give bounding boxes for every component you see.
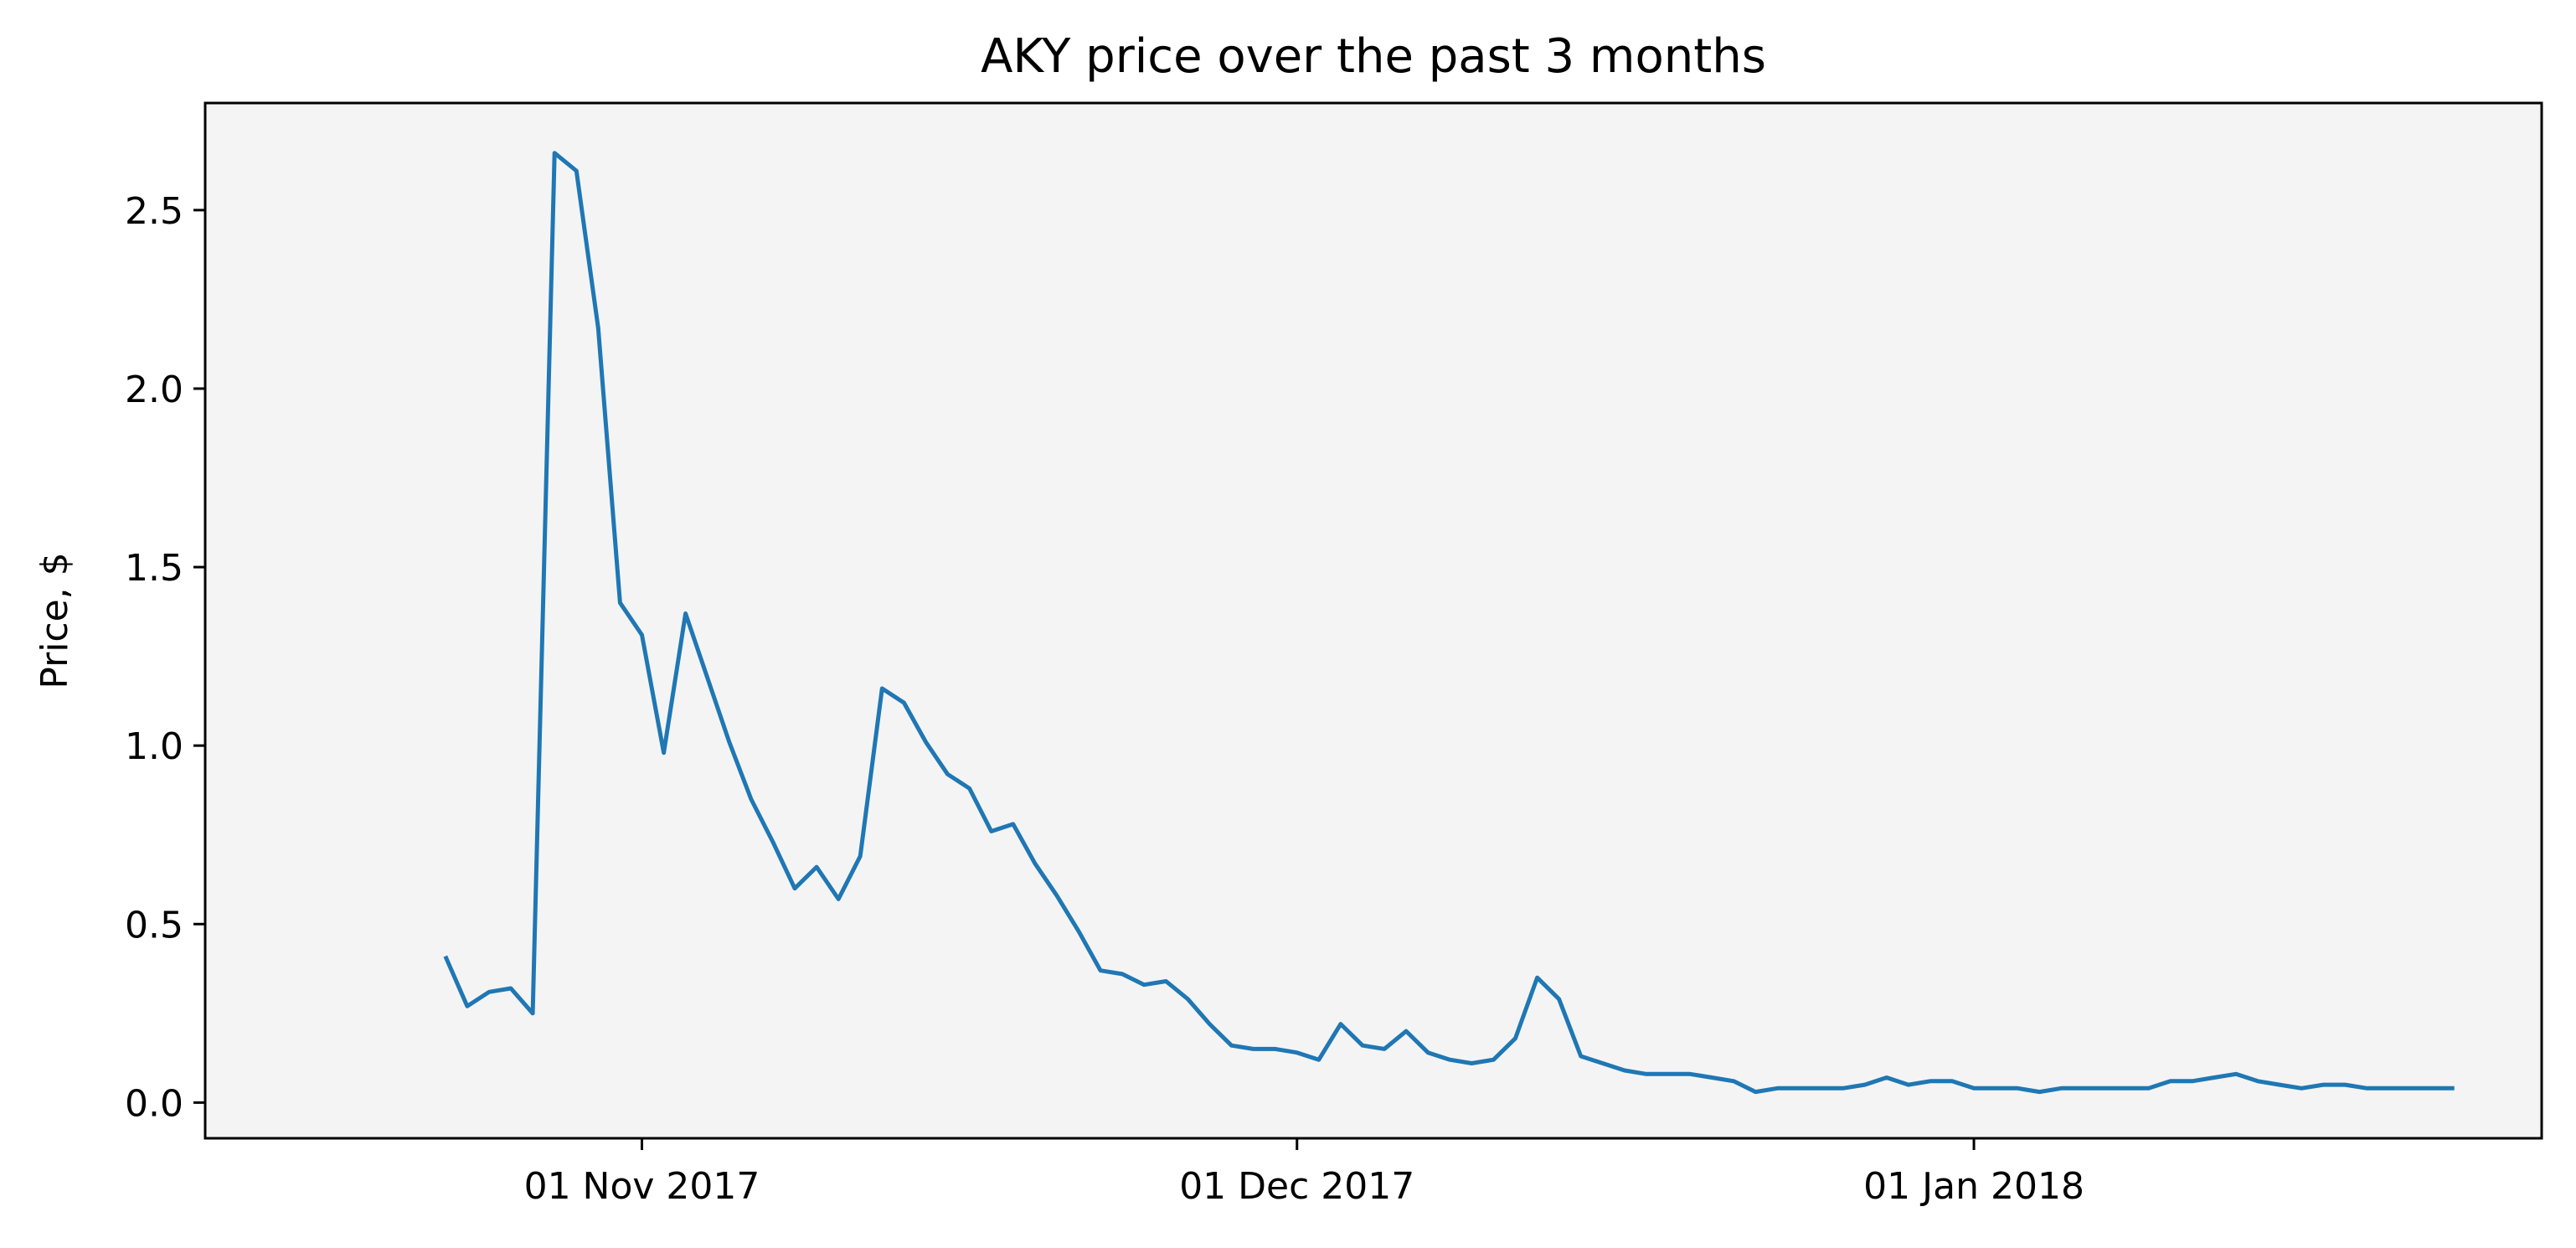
- y-tick-label: 1.5: [125, 547, 183, 590]
- x-tick-label: 01 Nov 2017: [524, 1165, 760, 1208]
- y-axis-label: Price, $: [33, 552, 76, 688]
- plot-frame: [204, 101, 2543, 1140]
- series-line: [443, 151, 2455, 1095]
- y-tick-label: 2.0: [125, 369, 183, 411]
- plot-background: [205, 103, 2542, 1138]
- chart-title: AKY price over the past 3 months: [981, 29, 1766, 84]
- y-axis-ticks: 0.0 0.5 1.0 1.5 2.0 2.5: [125, 190, 205, 1125]
- x-tick-label: 01 Jan 2018: [1863, 1165, 2084, 1208]
- x-axis-ticks: 01 Nov 2017 01 Dec 2017 01 Jan 2018: [524, 1138, 2084, 1208]
- y-tick-label: 2.5: [125, 190, 183, 233]
- y-tick-label: 0.0: [125, 1082, 183, 1125]
- y-tick-label: 0.5: [125, 904, 183, 946]
- y-tick-label: 1.0: [125, 725, 183, 768]
- x-tick-label: 01 Dec 2017: [1179, 1165, 1414, 1208]
